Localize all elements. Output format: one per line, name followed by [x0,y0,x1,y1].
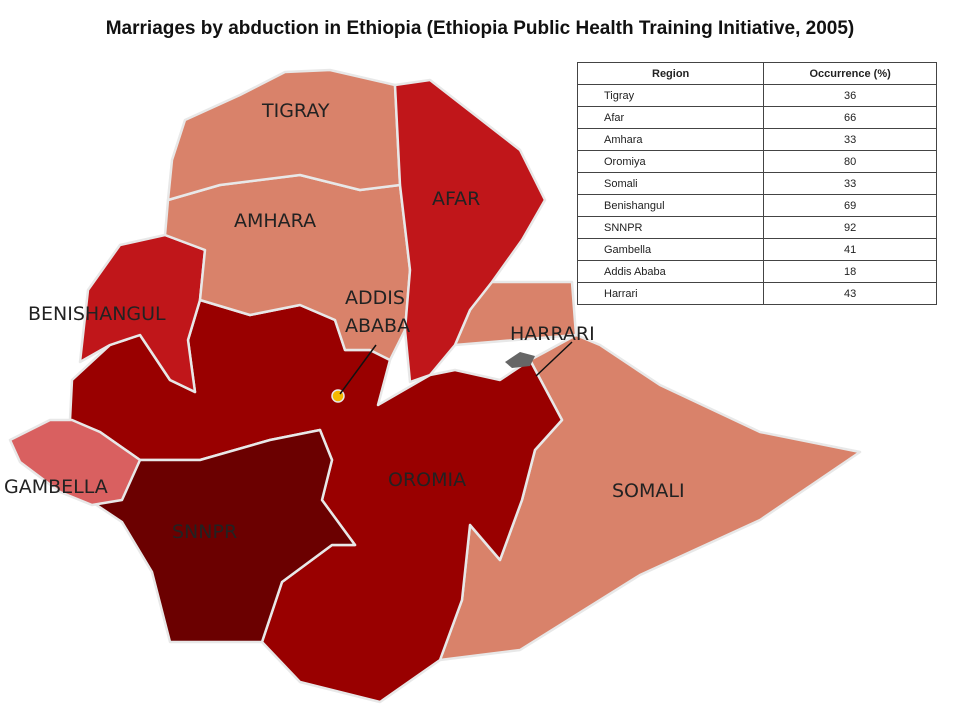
region-cell: Addis Ababa [576,260,765,283]
region-label: OROMIA [388,469,466,491]
region-label: SNNPR [172,521,237,543]
value-cell: 69 [763,194,937,217]
value-cell: 18 [763,260,937,283]
region-cell: Amhara [576,128,765,151]
value-cell: 43 [763,282,937,305]
value-cell: 80 [763,150,937,173]
region-gambella [8,418,142,507]
table-row: Tigray 36 [576,84,937,107]
region-label: TIGRAY [261,100,330,122]
value-cell: 33 [763,128,937,151]
table-row: Addis Ababa 18 [576,260,937,283]
region-cell: Harrari [576,282,765,305]
region-label: ABABA [345,315,410,337]
region-cell: Gambella [576,238,765,261]
region-label: BENISHANGUL [28,303,166,325]
title: Marriages by abduction in Ethiopia (Ethi… [105,18,855,39]
value-cell: 33 [763,172,937,195]
table-row: Gambella 41 [576,238,937,261]
region-label: ADDIS [345,287,405,309]
table-row: Afar 66 [576,106,937,129]
table-body: Tigray 36 Afar 66 Amhara 33 Oromiya 80 Somali 33 B… [576,84,937,305]
value-cell: 41 [763,238,937,261]
region-snnpr [90,428,357,644]
occurrence-table: Region Occurrence (%) Tigray 36 Afar 66 Amha… [576,62,937,305]
table-row: Somali 33 [576,172,937,195]
region-label: AMHARA [234,210,316,232]
value-cell: 66 [763,106,937,129]
region-cell: Benishangul [576,194,765,217]
region-cell: Tigray [576,84,765,107]
table-row: SNNPR 92 [576,216,937,239]
region-cell: Somali [576,172,765,195]
table-row: Oromiya 80 [576,150,937,173]
region-tigray [166,68,402,202]
region-afar [393,78,547,384]
region-cell: SNNPR [576,216,765,239]
region-label: AFAR [432,188,480,210]
header-cell: Region [576,62,765,85]
table-header: Region Occurrence (%) [576,62,937,85]
region-label: SOMALI [612,480,685,502]
leader-line [339,344,377,395]
table-row: Amhara 33 [576,128,937,151]
region-dire-dawa [505,352,535,368]
value-cell: 36 [763,84,937,107]
region-benishangul [78,233,207,394]
header-cell: Occurrence (%) [763,62,937,85]
region-label: GAMBELLA [4,476,108,498]
region-cell: Oromiya [576,150,765,173]
value-cell: 92 [763,216,937,239]
leader-line [535,341,573,377]
table-row: Benishangul 69 [576,194,937,217]
region-cell: Afar [576,106,765,129]
region-label: HARRARI [510,323,595,345]
table-row: Harrari 43 [576,282,937,305]
